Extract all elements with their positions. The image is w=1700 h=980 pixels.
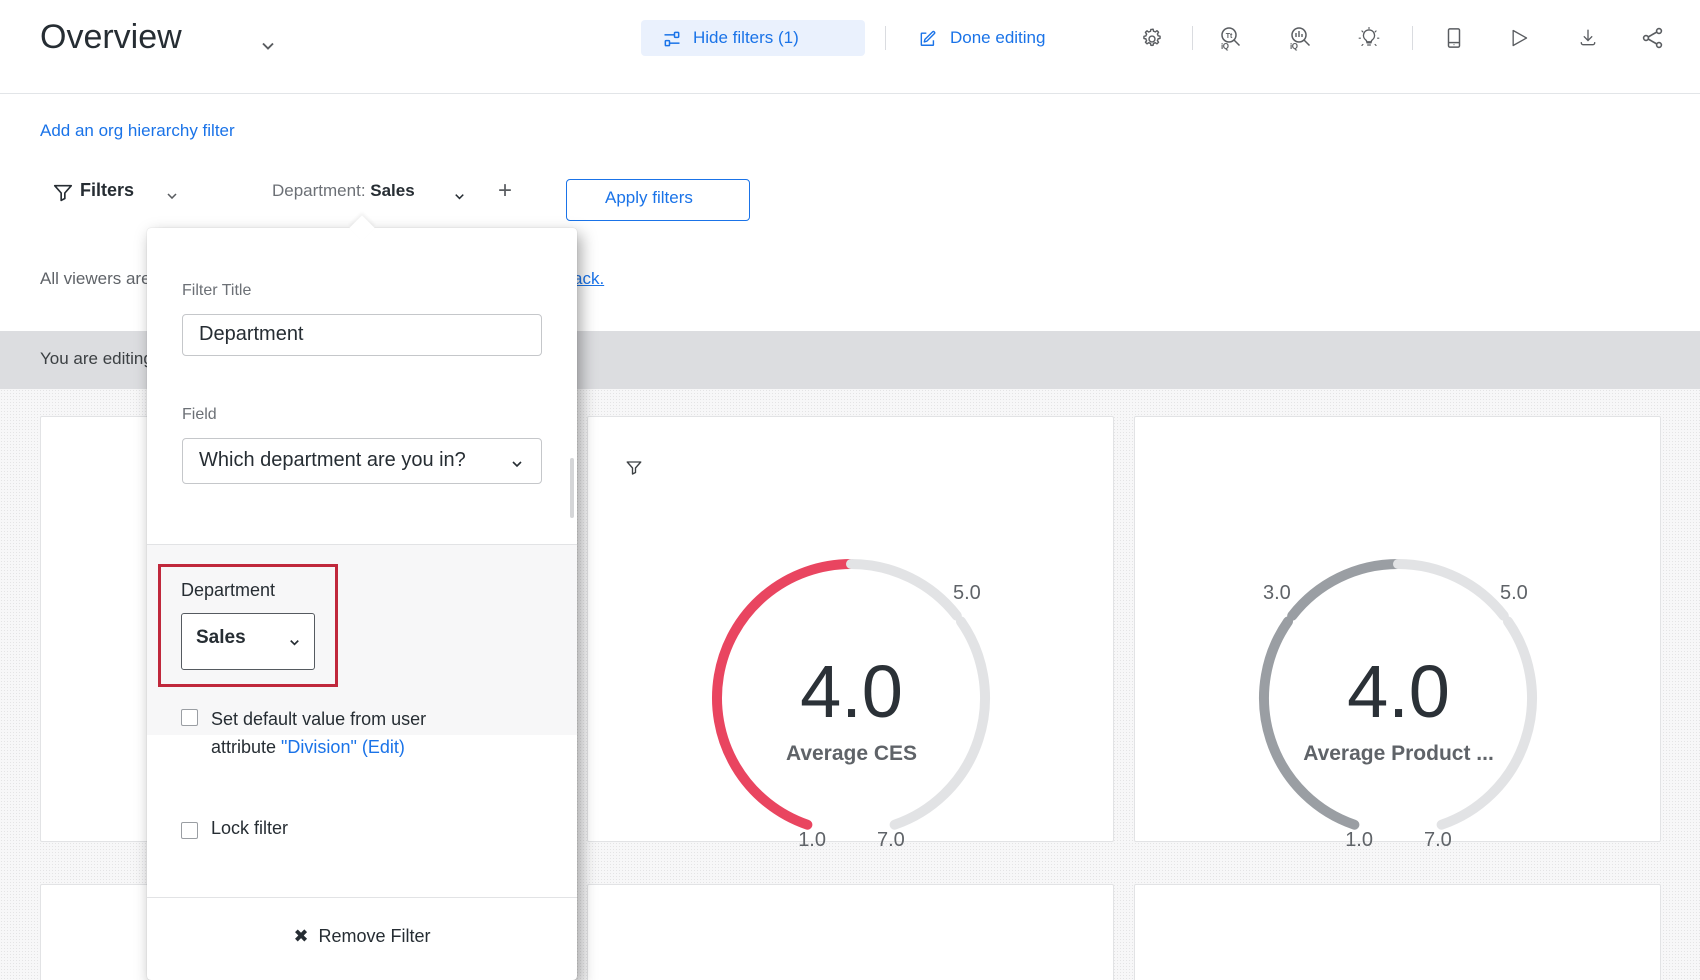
svg-text:Tt: Tt bbox=[1226, 33, 1233, 40]
